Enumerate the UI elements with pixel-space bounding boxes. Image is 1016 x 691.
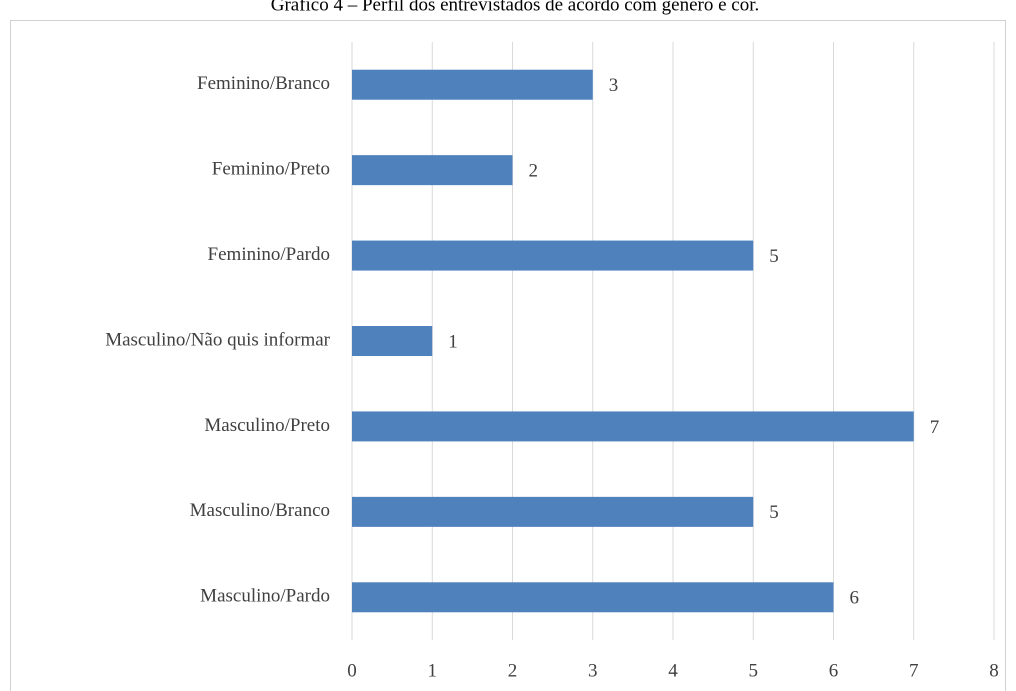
bar bbox=[352, 496, 754, 527]
x-tick-label: 4 bbox=[668, 660, 678, 681]
chart-title: Gráfico 4 – Perfil dos entrevistados de … bbox=[271, 0, 760, 15]
bar bbox=[352, 69, 593, 100]
data-label: 7 bbox=[930, 417, 940, 438]
data-label: 6 bbox=[850, 588, 860, 609]
data-label: 2 bbox=[529, 161, 539, 182]
data-label: 5 bbox=[769, 502, 779, 523]
y-tick-label: Masculino/Branco bbox=[190, 500, 330, 521]
data-label: 3 bbox=[609, 75, 619, 96]
data-label: 1 bbox=[448, 331, 458, 352]
bar bbox=[352, 411, 914, 442]
y-tick-label: Feminino/Branco bbox=[197, 73, 330, 94]
x-tick-label: 8 bbox=[989, 660, 999, 681]
bar bbox=[352, 155, 513, 186]
y-tick-label: Feminino/Pardo bbox=[208, 244, 330, 265]
x-tick-label: 3 bbox=[588, 660, 598, 681]
x-tick-label: 0 bbox=[347, 660, 357, 681]
x-tick-label: 6 bbox=[829, 660, 839, 681]
x-tick-label: 2 bbox=[508, 660, 518, 681]
chart-frame bbox=[10, 20, 1006, 691]
bar bbox=[352, 240, 754, 271]
bar bbox=[352, 326, 433, 356]
y-tick-label: Masculino/Preto bbox=[204, 415, 330, 436]
x-tick-label: 7 bbox=[909, 660, 919, 681]
y-tick-label: Feminino/Preto bbox=[212, 159, 330, 180]
bar bbox=[352, 582, 834, 613]
x-tick-label: 5 bbox=[749, 660, 759, 681]
y-tick-label: Masculino/Não quis informar bbox=[105, 329, 330, 350]
y-tick-label: Masculino/Pardo bbox=[200, 586, 330, 607]
data-label: 5 bbox=[769, 246, 779, 267]
x-tick-label: 1 bbox=[428, 660, 438, 681]
